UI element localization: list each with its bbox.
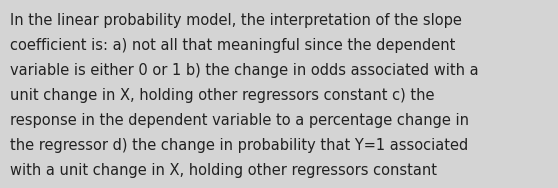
Text: response in the dependent variable to a percentage change in: response in the dependent variable to a … [10,113,469,128]
Text: unit change in X, holding other regressors constant c) the: unit change in X, holding other regresso… [10,88,435,103]
Text: coefficient is: a) not all that meaningful since the dependent: coefficient is: a) not all that meaningf… [10,38,455,53]
Text: with a unit change in X, holding other regressors constant: with a unit change in X, holding other r… [10,163,437,178]
Text: In the linear probability model, the interpretation of the slope: In the linear probability model, the int… [10,13,462,28]
Text: variable is either 0 or 1 b) the change in odds associated with a: variable is either 0 or 1 b) the change … [10,63,479,78]
Text: the regressor d) the change in probability that Y=1 associated: the regressor d) the change in probabili… [10,138,468,153]
